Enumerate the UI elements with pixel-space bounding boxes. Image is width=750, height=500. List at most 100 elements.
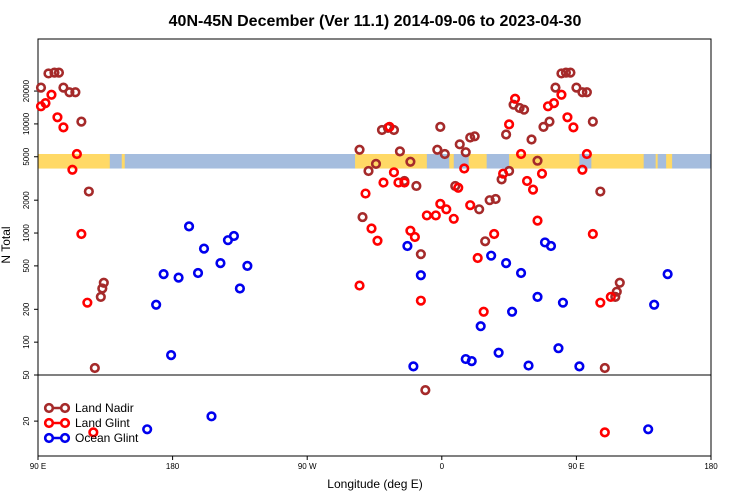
land-nadir-point [614, 277, 625, 288]
land-glint-point [435, 198, 446, 209]
land-nadir-point [394, 146, 406, 157]
land-nadir-point [480, 236, 491, 247]
legend-marker-land-nadir [43, 402, 55, 414]
y-tick-label: 50 [22, 370, 31, 379]
land-nadir-point [465, 132, 476, 143]
ocean-glint-point [151, 299, 162, 310]
y-tick-label: 20000 [22, 79, 31, 102]
land-glint-point [509, 93, 521, 104]
ocean-glint-point [557, 297, 569, 308]
land-nadir-point [599, 362, 610, 374]
ocean-glint-point [486, 250, 497, 261]
land-glint-point [421, 210, 432, 221]
land-glint-point [465, 200, 476, 211]
land-glint-point [366, 223, 377, 234]
land-glint-point [489, 228, 500, 240]
land-nadir-point [405, 156, 416, 167]
y-tick-label: 200 [22, 302, 31, 316]
x-tick-label: 90 E [568, 462, 584, 471]
land-glint-point [556, 89, 567, 100]
land-glint-point [360, 188, 371, 199]
ocean-glint-point [643, 424, 654, 435]
legend-marker-land-glint [59, 417, 71, 429]
land-nadir-point [95, 291, 106, 302]
land-nadir-point [420, 385, 431, 396]
land-nadir-point [70, 87, 81, 98]
land-nadir-point [565, 67, 576, 78]
land-glint-point [599, 427, 610, 438]
land-glint-point [478, 306, 489, 317]
land-nadir-point [469, 131, 480, 142]
land-nadir-point [97, 283, 108, 294]
land-nadir-point [439, 148, 450, 160]
ocean-glint-point [402, 240, 413, 252]
ocean-glint-point [198, 243, 210, 254]
land-glint-point [587, 228, 598, 240]
ocean-glint-point [574, 361, 585, 372]
y-axis-label: N Total [0, 226, 13, 263]
land-glint-point [472, 252, 483, 264]
land-nadir-point [83, 186, 94, 197]
land-segment [121, 153, 125, 169]
land-segment [468, 153, 487, 169]
ocean-glint-point [493, 347, 504, 358]
ocean-glint-point [415, 270, 426, 281]
land-nadir-point [610, 291, 621, 302]
land-nadir-point [587, 116, 598, 127]
land-nadir-point [58, 82, 69, 93]
plot-frame [37, 38, 712, 457]
land-nadir-point [432, 144, 443, 155]
ocean-glint-point [515, 267, 527, 279]
land-nadir-point [544, 116, 555, 127]
y-tick-label: 100 [22, 335, 31, 349]
x-tick-label: 180 [166, 462, 180, 471]
land-glint-point [453, 182, 464, 193]
land-nadir-point [538, 121, 549, 132]
x-tick-label: 0 [440, 462, 445, 471]
land-glint-point [399, 177, 410, 188]
land-nadir-point [518, 104, 530, 115]
ocean-glint-point [242, 260, 253, 271]
y-tick-label: 10000 [22, 112, 31, 135]
ocean-glint-point [662, 269, 673, 280]
ocean-glint-point [475, 321, 486, 332]
land-segment [591, 153, 644, 169]
land-glint-point [40, 98, 51, 109]
y-tick-label: 1000 [22, 224, 31, 242]
land-glint-point [595, 297, 606, 308]
ocean-glint-point [408, 361, 419, 372]
land-nadir-point [484, 195, 495, 206]
ocean-glint-point [553, 343, 564, 354]
land-nadir-point [560, 67, 572, 78]
land-nadir-point [474, 204, 485, 215]
land-glint-point [405, 225, 416, 236]
land-glint-point [46, 89, 57, 100]
ocean-glint-point [545, 240, 557, 252]
land-glint-point [88, 427, 99, 438]
land-glint-point [409, 231, 420, 243]
ocean-glint-point [506, 306, 518, 317]
land-nadir-point [64, 87, 75, 98]
land-glint-point [498, 168, 509, 179]
ocean-glint-point [501, 258, 512, 269]
land-glint-point [76, 228, 87, 240]
land-glint-point [536, 168, 548, 179]
land-glint-point [532, 215, 543, 226]
legend-marker-ocean-glint [43, 432, 55, 444]
x-tick-label: 90 E [30, 462, 46, 471]
land-nadir-point [526, 134, 537, 145]
land-glint-point [393, 177, 404, 188]
land-nadir-point [571, 82, 582, 93]
land-glint-point [577, 164, 588, 175]
land-glint-point [562, 112, 573, 123]
legend-marker-ocean-glint [59, 432, 71, 444]
land-nadir-point [501, 129, 512, 140]
land-glint-point [82, 297, 93, 308]
y-tick-label: 2000 [22, 191, 31, 209]
land-nadir-point [411, 180, 422, 192]
upper-panel-frame [37, 38, 712, 376]
land-glint-point [58, 122, 69, 133]
land-segment [655, 153, 658, 169]
